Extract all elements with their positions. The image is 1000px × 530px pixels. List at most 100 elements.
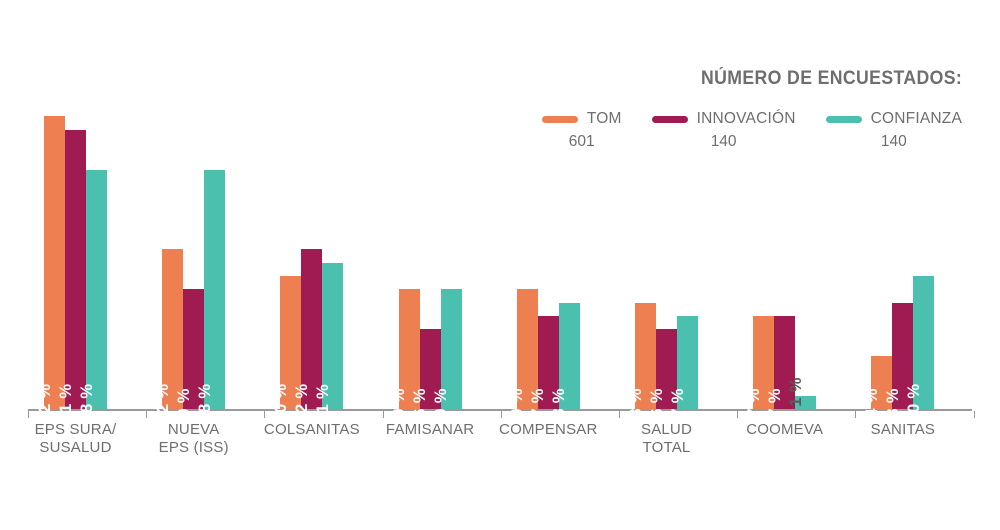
x-axis-line xyxy=(28,409,972,411)
bar-confianza-colsanitas[interactable]: 11 % xyxy=(314,262,344,422)
bar-tom-sanitas[interactable]: 4 % xyxy=(863,355,893,418)
x-axis-label-nueva-eps-iss: NUEVA EPS (ISS) xyxy=(134,421,254,457)
legend-swatch-icon-confianza xyxy=(825,115,862,123)
x-axis-label-line: EPS SURA/ xyxy=(34,421,117,438)
bar-tom-coomeva[interactable]: 7 % xyxy=(745,315,775,418)
legend-count-tom: 601 xyxy=(568,133,595,150)
bar-group-coomeva: 7 % 7 % 1 % xyxy=(745,315,817,418)
bar-value-label: 9 % xyxy=(174,388,193,418)
x-axis-label-sanitas: SANITAS xyxy=(843,421,963,439)
bar-value-label: 7 % xyxy=(765,388,784,418)
x-axis-label-line: SALUD xyxy=(640,421,693,438)
x-axis-label-line: EPS (ISS) xyxy=(158,439,229,456)
x-axis-label-line: NUEVA xyxy=(167,421,220,438)
legend: NÚMERO DE ENCUESTADOS: TOM 601 INNOVACIÓ… xyxy=(541,68,962,151)
bar-value-label: 6 % xyxy=(647,388,666,418)
bar-innovaci-n-salud-total[interactable]: 6 % xyxy=(648,329,677,418)
x-axis-label-eps-sura-susalud: EPS SURA/SUSALUD xyxy=(16,421,136,457)
x-axis-label-line: FAMISANAR xyxy=(385,421,475,438)
bar-innovaci-n-eps-sura-susalud[interactable]: 21 % xyxy=(57,129,86,422)
bar-value-label: 1 % xyxy=(786,377,805,407)
bar-value-label: 12 % xyxy=(292,383,311,423)
bar-value-label: 9 % xyxy=(508,388,527,418)
bar-innovaci-n-coomeva[interactable]: 7 % xyxy=(766,315,796,418)
x-axis-tick xyxy=(974,411,975,418)
x-axis-tick xyxy=(146,411,147,418)
x-axis-label-colsanitas: COLSANITAS xyxy=(252,421,372,439)
bar-value-label: 8 % xyxy=(883,388,902,418)
legend-swatch-icon-innovacion xyxy=(651,115,688,123)
bar-confianza-nueva-eps-iss[interactable]: 18 % xyxy=(196,169,226,422)
x-axis-tick xyxy=(383,411,384,418)
x-axis-label-salud-total: SALUD TOTAL xyxy=(607,421,727,457)
bar-value-label: 6 % xyxy=(411,388,430,418)
x-axis-label-line: COOMEVA xyxy=(746,421,824,438)
legend-item-confianza[interactable]: CONFIANZA 140 xyxy=(825,110,962,151)
bar-group-nueva-eps-iss: 12 % 9 % 18 % xyxy=(154,169,226,422)
legend-item-tom[interactable]: TOM 601 xyxy=(541,110,622,151)
bar-tom-eps-sura-susalud[interactable]: 22 % xyxy=(36,116,65,422)
bar-confianza-coomeva[interactable]: 1 % xyxy=(787,377,817,409)
bar-innovaci-n-compensar[interactable]: 7 % xyxy=(529,315,559,418)
x-axis-label-line: COLSANITAS xyxy=(263,421,360,438)
bar-value-label: 7 % xyxy=(529,388,548,418)
bar-value-label: 7 % xyxy=(744,388,763,418)
x-axis-tick xyxy=(28,411,29,418)
x-axis-label-line: TOTAL xyxy=(642,439,691,456)
bar-tom-famisanar[interactable]: 9 % xyxy=(390,289,420,418)
bar-group-sanitas: 4 % 8 % 10 % xyxy=(863,276,935,422)
legend-title: NÚMERO DE ENCUESTADOS: xyxy=(700,68,962,89)
bar-value-label: 8 % xyxy=(550,388,569,418)
legend-count-innovacion: 140 xyxy=(710,133,737,150)
bar-tom-compensar[interactable]: 9 % xyxy=(508,289,538,418)
bar-value-label: 9 % xyxy=(390,388,409,418)
bar-value-label: 12 % xyxy=(153,383,172,423)
legend-label-confianza: CONFIANZA xyxy=(870,110,962,127)
bar-value-label: 18 % xyxy=(195,383,214,423)
bar-value-label: 21 % xyxy=(56,383,75,423)
x-axis-tick xyxy=(855,411,856,418)
bar-value-label: 7 % xyxy=(668,388,687,418)
bar-value-label: 10 % xyxy=(904,383,923,423)
legend-item-innovacion[interactable]: INNOVACIÓN 140 xyxy=(651,110,796,151)
x-axis-label-famisanar: FAMISANAR xyxy=(370,421,490,439)
x-axis-tick xyxy=(264,411,265,418)
bar-innovaci-n-colsanitas[interactable]: 12 % xyxy=(293,249,323,422)
legend-items: TOM 601 INNOVACIÓN 140 CONFIANZA 140 xyxy=(541,110,962,151)
bar-confianza-eps-sura-susalud[interactable]: 18 % xyxy=(78,169,107,422)
legend-count-confianza: 140 xyxy=(880,133,907,150)
x-axis-tick xyxy=(501,411,502,418)
x-axis-label-line: SANITAS xyxy=(870,421,936,438)
bar-value-label: 9 % xyxy=(432,388,451,418)
bar-tom-salud-total[interactable]: 8 % xyxy=(627,302,656,418)
x-axis-label-line: SUSALUD xyxy=(39,439,112,456)
legend-swatch-icon-tom xyxy=(541,115,578,123)
bar-confianza-famisanar[interactable]: 9 % xyxy=(432,289,462,418)
bar-group-compensar: 9 % 7 % 8 % xyxy=(508,289,580,418)
bar-confianza-sanitas[interactable]: 10 % xyxy=(905,276,935,422)
bar-innovaci-n-famisanar[interactable]: 6 % xyxy=(411,329,441,418)
bar-tom-colsanitas[interactable]: 10 % xyxy=(272,276,302,422)
x-axis-tick xyxy=(619,411,620,418)
bar-group-famisanar: 9 % 6 % 9 % xyxy=(390,289,462,418)
bar-group-colsanitas: 10 % 12 % 11 % xyxy=(272,249,344,422)
bar-innovaci-n-sanitas[interactable]: 8 % xyxy=(884,302,914,418)
bar-innovaci-n-nueva-eps-iss[interactable]: 9 % xyxy=(175,289,205,418)
bar-group-salud-total: 8 % 6 % 7 % xyxy=(627,302,698,418)
bar-value-label: 22 % xyxy=(35,383,54,423)
legend-label-tom: TOM xyxy=(586,110,622,127)
bar-value-label: 11 % xyxy=(313,384,332,422)
x-axis-label-coomeva: COOMEVA xyxy=(725,421,845,439)
x-axis-label-compensar: COMPENSAR xyxy=(488,421,608,439)
bar-group-eps-sura-susalud: 22 % 21 % 18 % xyxy=(36,116,107,422)
bar-confianza-compensar[interactable]: 8 % xyxy=(550,302,580,418)
bar-confianza-salud-total[interactable]: 7 % xyxy=(669,315,698,418)
bar-value-label: 18 % xyxy=(77,383,96,423)
bar-value-label: 4 % xyxy=(862,388,881,418)
bar-value-label: 8 % xyxy=(626,388,645,418)
x-axis-label-line: COMPENSAR xyxy=(499,421,598,438)
legend-label-innovacion: INNOVACIÓN xyxy=(696,110,796,127)
bar-tom-nueva-eps-iss[interactable]: 12 % xyxy=(154,249,184,422)
